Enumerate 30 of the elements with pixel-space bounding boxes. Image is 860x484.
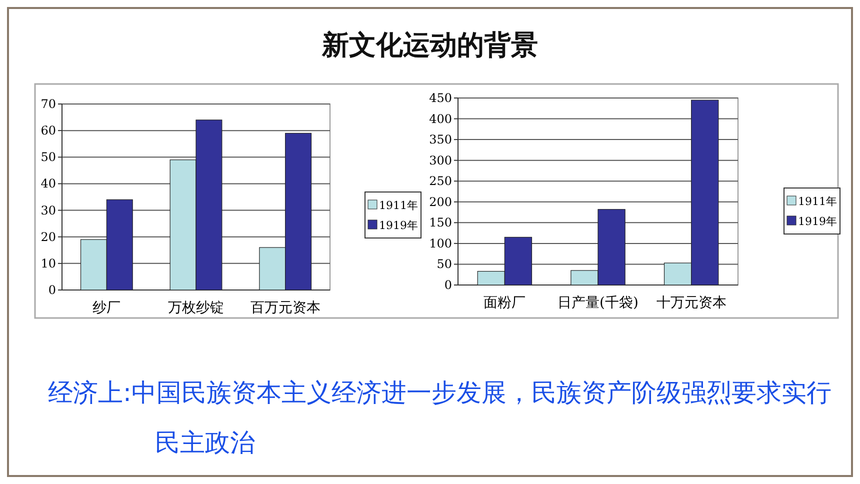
legend-label: 1911年 [379, 199, 418, 212]
y-tick-label: 450 [429, 91, 452, 105]
y-tick-label: 200 [429, 194, 452, 209]
text: 经济上:中国民族资本主义经济进一步发展，民族资产阶级强烈要求实行民主政治 [48, 377, 832, 459]
text: 新文化运动的背景 [321, 30, 538, 61]
x-tick-label: 十万元资本 [656, 295, 726, 311]
y-tick-label: 70 [40, 97, 56, 111]
legend-label: 1919年 [379, 219, 418, 232]
x-tick-label: 百万元资本 [250, 300, 320, 316]
y-tick-label: 100 [429, 236, 452, 250]
legend-label: 1911年 [798, 195, 837, 208]
y-tick-label: 300 [429, 153, 452, 168]
x-tick-label: 面粉厂 [484, 295, 526, 311]
legend-label: 1919年 [798, 215, 837, 228]
x-tick-label: 万枚纱锭 [168, 300, 224, 316]
y-tick-label: 20 [40, 230, 56, 244]
y-tick-label: 150 [429, 216, 452, 230]
y-tick-label: 0 [48, 283, 56, 297]
y-tick-label: 50 [40, 150, 56, 164]
y-tick-label: 400 [429, 112, 452, 126]
y-tick-label: 40 [40, 176, 56, 191]
y-tick-label: 50 [436, 257, 452, 272]
x-tick-label: 纱厂 [92, 300, 121, 316]
y-tick-label: 350 [429, 132, 452, 147]
y-tick-label: 30 [40, 203, 56, 218]
y-tick-label: 60 [40, 124, 56, 138]
x-tick-label: 日产量(千袋) [558, 295, 638, 311]
y-tick-label: 250 [429, 174, 452, 188]
y-tick-label: 10 [40, 256, 56, 270]
y-tick-label: 0 [444, 278, 452, 292]
